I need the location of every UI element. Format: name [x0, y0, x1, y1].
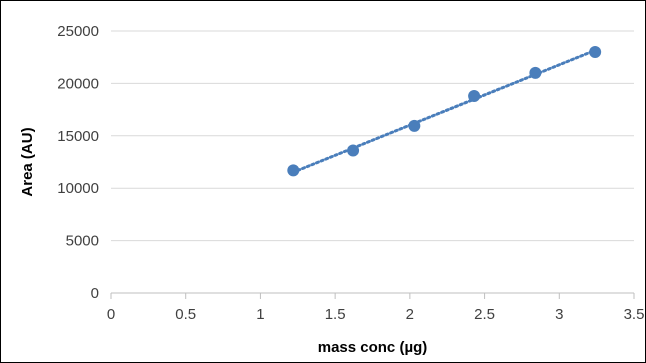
x-axis-title: mass conc (µg): [318, 339, 428, 356]
y-tick-label: 10000: [57, 180, 99, 197]
axes: [110, 292, 635, 299]
y-tick-label: 25000: [57, 23, 99, 40]
data-point: [408, 119, 421, 132]
grid-lines: [111, 30, 634, 242]
data-point: [529, 66, 542, 79]
trendline-layer: [291, 48, 597, 174]
x-tick-label: 1.5: [325, 306, 346, 323]
data-point: [468, 89, 481, 102]
data-point: [347, 144, 360, 157]
tick-labels: 0 5000 10000 15000 20000 25000 0 0.5 1 1.5 2 2.5 3 3.…: [57, 23, 644, 323]
y-tick-label: 20000: [57, 75, 99, 92]
data-point: [589, 45, 602, 58]
y-tick-label: 0: [91, 285, 99, 302]
data-points: [287, 45, 602, 177]
x-tick-label: 1: [256, 306, 264, 323]
x-tick-label: 2: [406, 306, 414, 323]
data-point: [287, 164, 300, 177]
x-tick-label: 0: [107, 306, 115, 323]
x-tick-label: 3: [555, 306, 563, 323]
x-tick-label: 2.5: [474, 306, 495, 323]
trendline: [291, 48, 597, 174]
y-tick-label: 15000: [57, 128, 99, 145]
y-axis-title: Area (AU): [19, 127, 36, 196]
x-tick-label: 0.5: [175, 306, 196, 323]
y-tick-label: 5000: [66, 233, 99, 250]
x-tick-label: 3.5: [624, 306, 645, 323]
